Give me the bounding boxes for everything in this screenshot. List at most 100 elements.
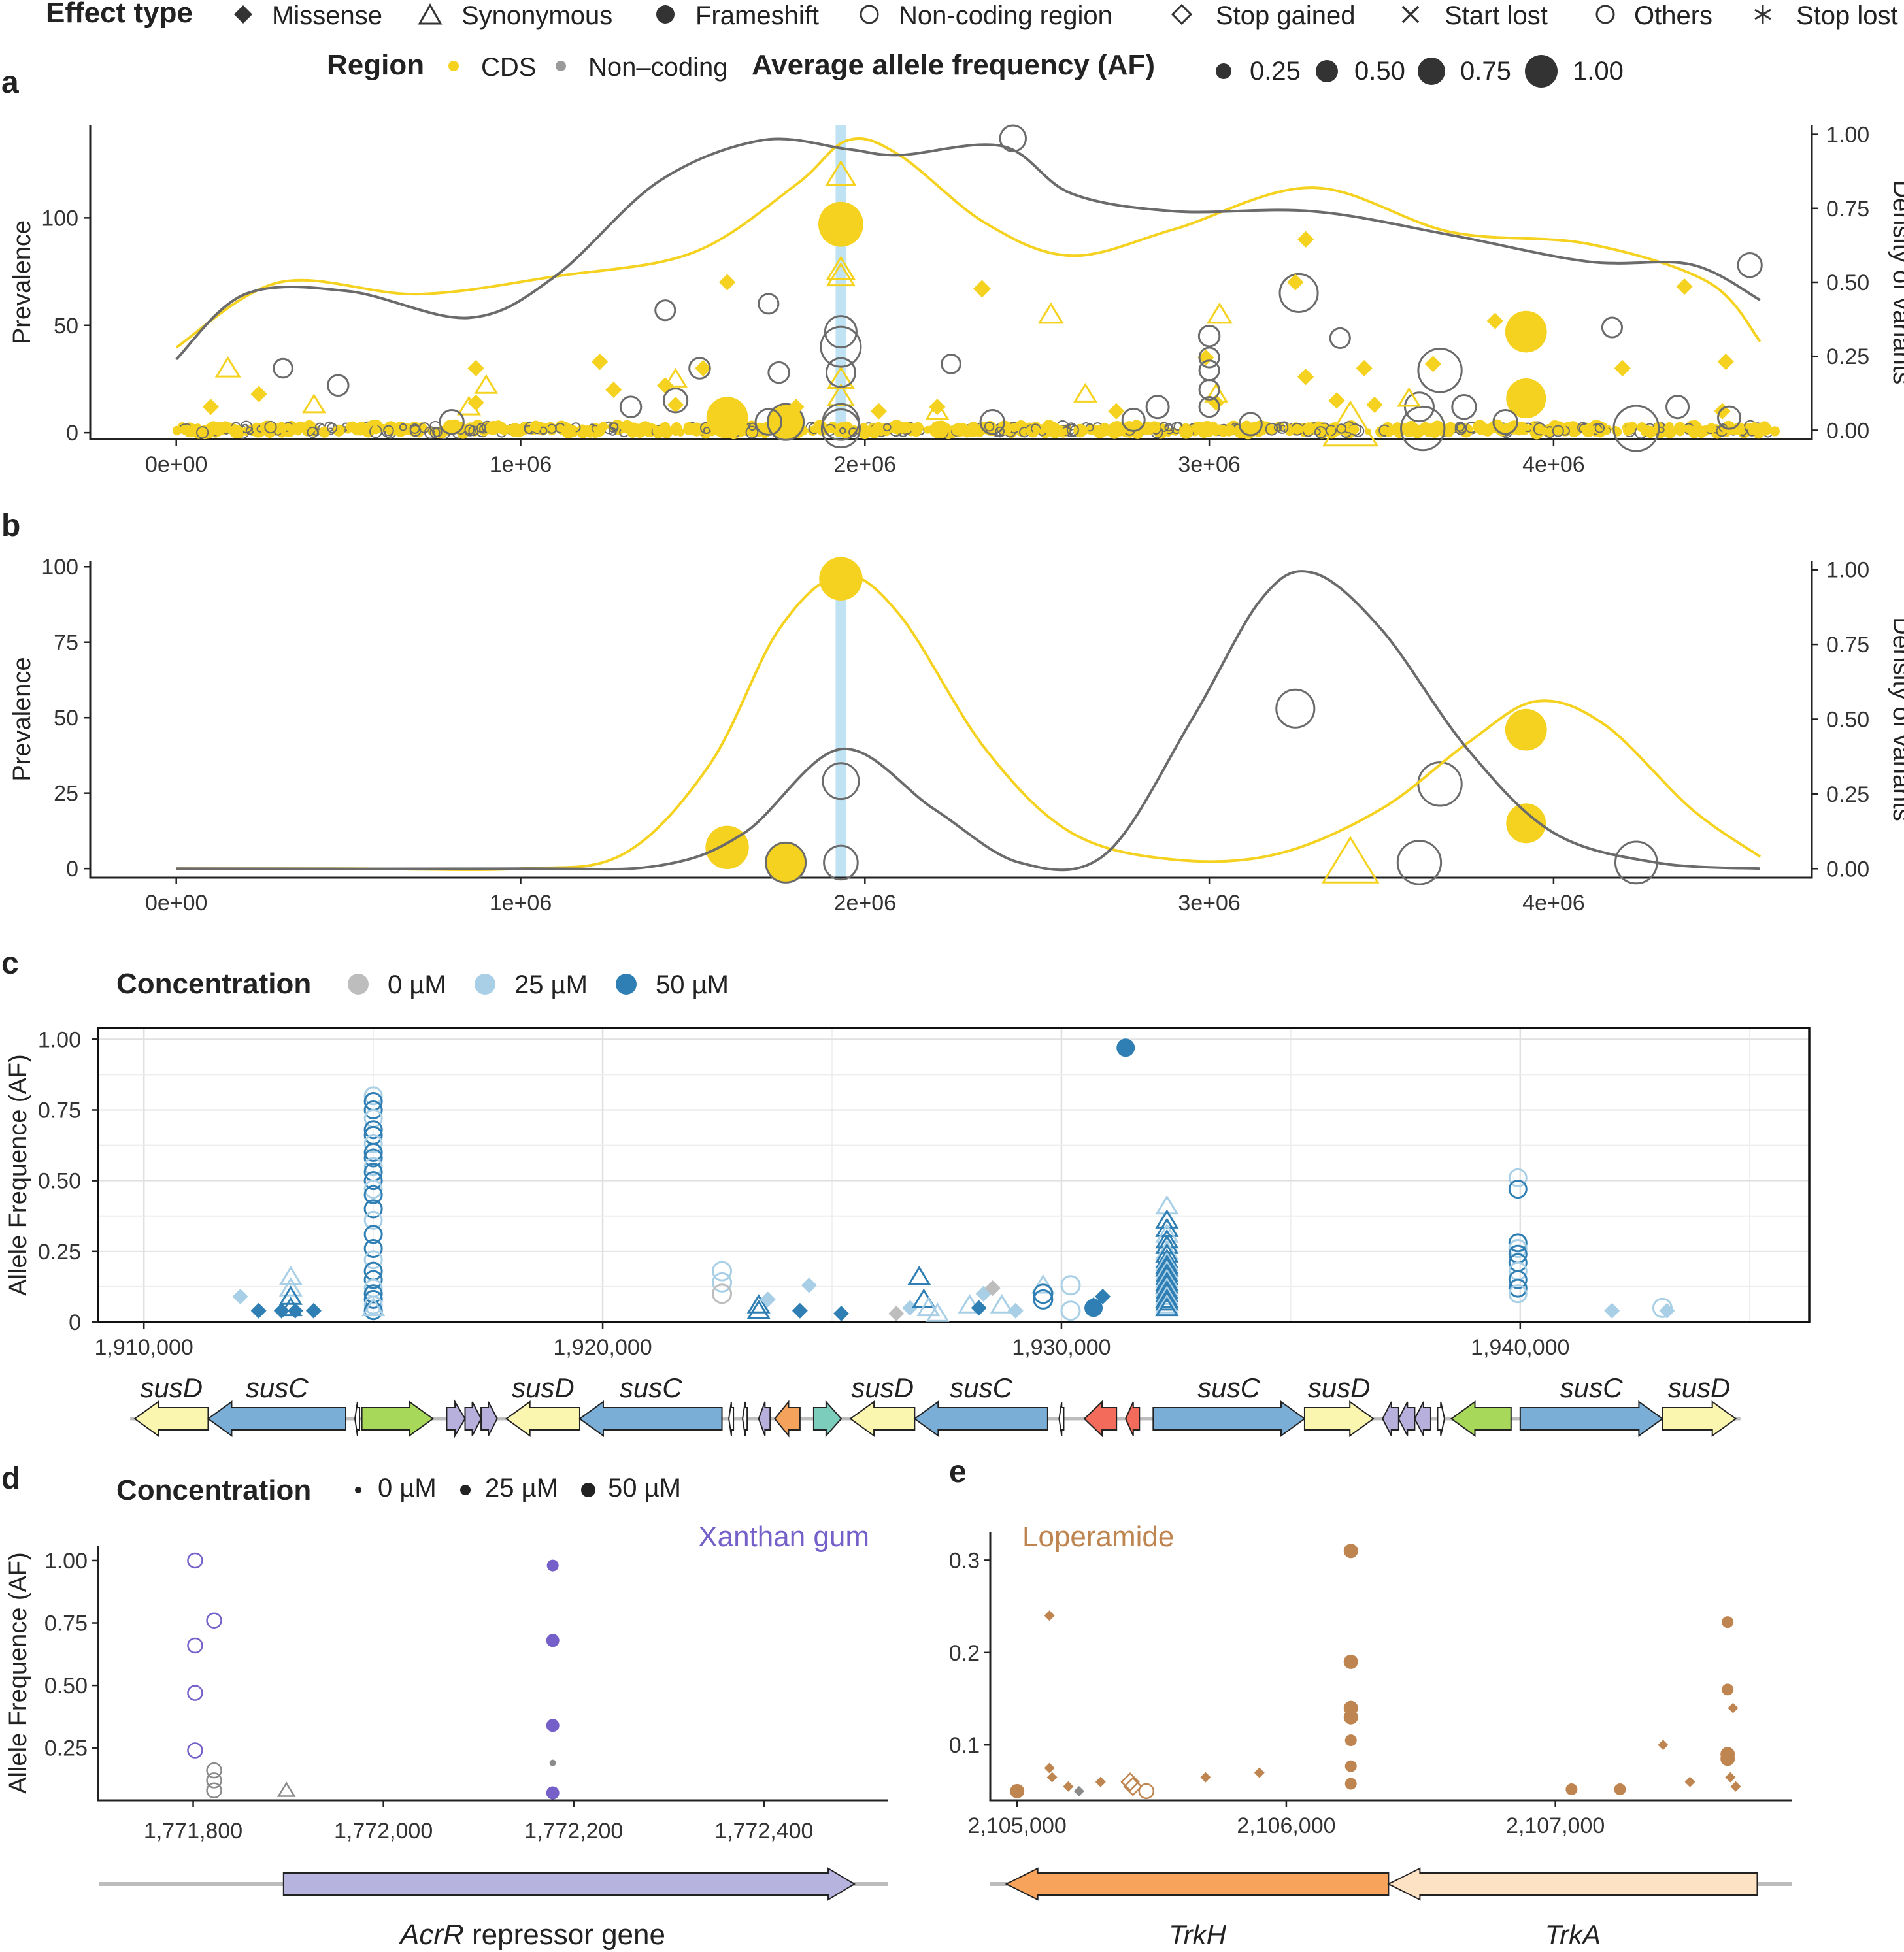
variant-point <box>1508 1168 1528 1187</box>
circle-open-icon <box>1595 5 1615 24</box>
variant-point <box>439 409 465 435</box>
variant-point <box>826 262 856 287</box>
effect-legend-label: Missense <box>272 1 382 30</box>
variant-point <box>1033 426 1041 435</box>
variant-point <box>1297 231 1314 248</box>
effect-legend-stop-gained: Stop gained <box>1171 1 1356 30</box>
concentration-legend-label: 50 µM <box>608 1474 681 1502</box>
variant-point <box>1010 1783 1025 1798</box>
y-tick-label: 0.75 <box>44 1612 88 1636</box>
gene-label: susC <box>246 1372 309 1403</box>
variant-point <box>363 1210 383 1230</box>
panel-letter-e: e <box>949 1455 967 1489</box>
variant-point <box>745 425 759 439</box>
variant-point <box>1073 1785 1084 1796</box>
variant-point <box>1121 407 1146 432</box>
variant-point <box>695 359 712 377</box>
variant-point <box>1152 424 1161 433</box>
concentration-swatch <box>475 974 495 995</box>
variant-point <box>1717 405 1742 430</box>
variant-point <box>1197 349 1214 366</box>
variant-point <box>746 1294 771 1314</box>
variant-point <box>907 1265 931 1285</box>
variant-point <box>363 1148 383 1168</box>
variant-point <box>1492 409 1518 435</box>
gene-arrow <box>1450 1400 1512 1437</box>
variant-point <box>409 423 420 434</box>
af-legend-title: Average allele frequency (AF) <box>752 49 1155 81</box>
x-tick-label: 2e+06 <box>834 452 897 477</box>
variant-point <box>1031 1274 1055 1294</box>
x-tick-label: 1,772,000 <box>334 1819 433 1844</box>
variant-point <box>867 425 880 438</box>
variant-point <box>302 425 312 435</box>
variant-points <box>1010 1544 1741 1800</box>
region-legend-title: Region <box>327 49 424 81</box>
x-tick-label: 3e+06 <box>1178 891 1241 916</box>
variant-point <box>1456 423 1467 433</box>
variant-point <box>1612 405 1660 452</box>
variant-point <box>229 424 243 438</box>
variant-point <box>1565 1783 1578 1796</box>
variant-point <box>1508 1270 1528 1289</box>
af-legend-label: 1.00 <box>1573 57 1624 86</box>
variant-point <box>754 408 783 436</box>
effect-legend-title: Effect type <box>46 0 193 29</box>
panel-b-plot: 0e+00 1e+06 2e+06 3e+06 4e+06 0 25 50 75 100 0.00 0… <box>8 555 1904 916</box>
variant-point <box>1417 348 1463 393</box>
concentration-swatch <box>616 974 637 995</box>
density-line-cds <box>175 137 1762 349</box>
variant-point <box>508 423 522 437</box>
variant-point <box>363 1171 383 1191</box>
variant-point <box>278 1265 303 1285</box>
y-tick-label: 50 <box>54 314 78 339</box>
gene-track: AcrR repressor gene <box>99 1867 888 1951</box>
variant-point <box>792 1302 808 1319</box>
variant-point <box>671 423 681 433</box>
variant-point <box>1108 403 1125 420</box>
variant-point <box>1293 424 1302 433</box>
variant-point <box>1155 1285 1179 1305</box>
variant-point <box>971 1300 987 1316</box>
variant-point <box>1400 405 1446 452</box>
variant-point <box>1233 424 1248 438</box>
variant-point <box>765 841 807 884</box>
variant-point <box>822 762 860 801</box>
variant-point <box>363 1180 383 1199</box>
variant-point <box>1164 423 1173 432</box>
variant-point <box>1198 359 1220 382</box>
variant-point <box>929 399 946 416</box>
variant-point <box>363 1100 383 1119</box>
variant-point <box>448 419 462 433</box>
variant-point <box>1155 1288 1179 1308</box>
variant-point <box>620 420 634 434</box>
variant-point <box>1007 1302 1024 1319</box>
gene-arrow <box>1303 1400 1375 1437</box>
variant-point <box>1722 1616 1734 1629</box>
variant-point <box>1044 1610 1055 1621</box>
variant-point <box>187 1742 203 1759</box>
variant-point <box>1155 1229 1179 1249</box>
variant-point <box>610 422 619 431</box>
variant-point <box>667 396 684 413</box>
variant-point <box>1384 427 1394 437</box>
variant-point <box>318 426 331 438</box>
variant-point <box>1155 1282 1179 1302</box>
panel-e-plot: Loperamide 2,105,000 2,106,000 2,107,000 0.1… <box>949 1521 1792 1950</box>
af-size-swatch <box>1316 60 1338 82</box>
variant-point <box>1297 369 1314 386</box>
y-tick-label: 25 <box>54 782 78 806</box>
y2-tick-label: 1.00 <box>1826 558 1869 583</box>
y2-tick-label: 0.50 <box>1826 271 1869 295</box>
y-tick-label: 1.00 <box>38 1027 81 1052</box>
y-tick-label: 0.3 <box>949 1548 980 1573</box>
y2-tick-label: 0.00 <box>1826 418 1869 443</box>
variant-point <box>767 361 790 384</box>
variant-point <box>363 1120 383 1140</box>
variant-point <box>1508 1284 1528 1304</box>
variant-point <box>302 393 326 414</box>
variant-point <box>181 424 192 435</box>
variant-point <box>214 356 241 378</box>
variant-point <box>1116 1038 1135 1057</box>
variant-point <box>1722 1683 1734 1696</box>
